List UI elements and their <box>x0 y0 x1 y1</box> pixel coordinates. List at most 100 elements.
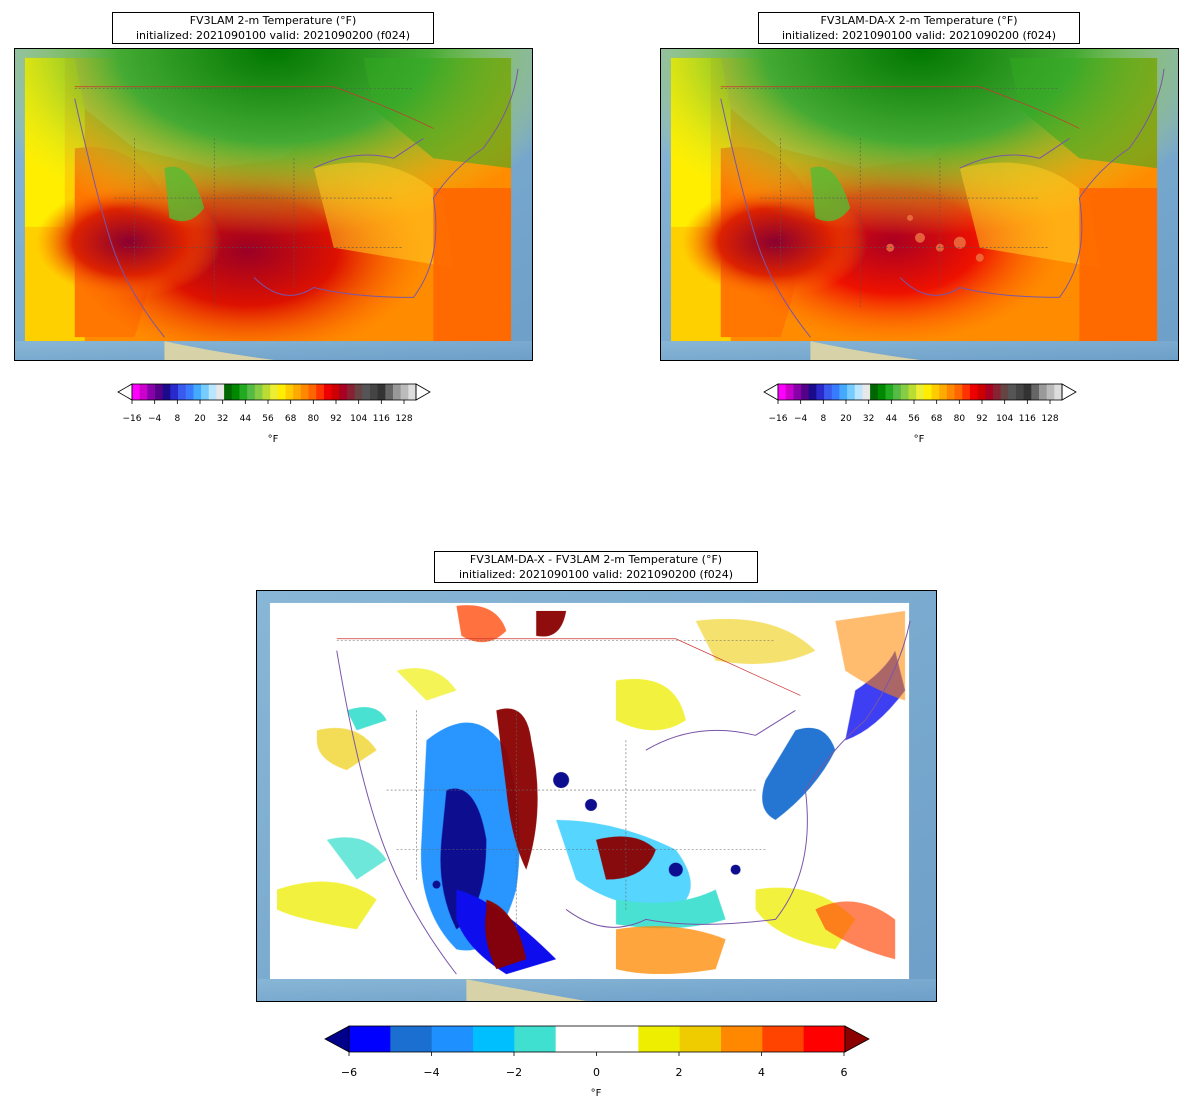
colorbar-tick-label: 20 <box>194 414 206 424</box>
colorbar-segment <box>1000 384 1009 400</box>
colorbar-temperature <box>117 383 431 404</box>
colorbar-under-extend <box>763 383 779 401</box>
panel-title: FV3LAM-DA-X 2-m Temperature (°F) initial… <box>758 12 1080 44</box>
colorbar-tick-label: 2 <box>675 1066 683 1079</box>
colorbar-segment <box>1008 384 1017 400</box>
colorbar-segment <box>854 384 863 400</box>
colorbar-segment <box>308 384 317 400</box>
colorbar-tick-label: 8 <box>820 414 827 424</box>
colorbar-tick-label: −16 <box>768 414 788 424</box>
colorbar-tick-label: −4 <box>148 414 162 424</box>
colorbar-tick-label: 116 <box>372 414 390 424</box>
colorbar-tick-label: 116 <box>1018 414 1036 424</box>
colorbar-segment <box>939 384 948 400</box>
colorbar-segment <box>877 384 886 400</box>
colorbar-tick-label: 128 <box>1041 414 1059 424</box>
colorbar-segment <box>1046 384 1055 400</box>
colorbar-tick-label: −4 <box>794 414 808 424</box>
colorbar-tick-label: 32 <box>216 414 229 424</box>
colorbar-segment <box>638 1026 681 1052</box>
colorbar-difference <box>324 1025 870 1056</box>
colorbar-over-extend <box>844 1025 870 1053</box>
colorbar-tick-label: 68 <box>930 414 943 424</box>
colorbar-segment <box>431 1026 474 1052</box>
colorbar-tick-label: 80 <box>307 414 320 424</box>
colorbar-segment <box>962 384 971 400</box>
colorbar-tick-label: 68 <box>284 414 297 424</box>
colorbar-segment <box>555 1026 598 1052</box>
colorbar-segment <box>331 384 340 400</box>
colorbar-segment <box>954 384 963 400</box>
colorbar-tick-label: −2 <box>505 1066 523 1079</box>
colorbar-tick-label: 128 <box>395 414 413 424</box>
colorbar-tick-label: −6 <box>340 1066 358 1079</box>
colorbar-segment <box>285 384 294 400</box>
colorbar-segment <box>1054 384 1063 400</box>
colorbar-segment <box>390 1026 433 1052</box>
colorbar-segment <box>793 384 802 400</box>
colorbar-segment <box>473 1026 515 1052</box>
colorbar-unit: °F <box>913 434 925 445</box>
colorbar-segment <box>132 384 141 400</box>
colorbar-segment <box>931 384 940 400</box>
map-difference <box>256 590 937 1002</box>
colorbar-segment <box>870 384 879 400</box>
colorbar-tick-label: 104 <box>350 414 368 424</box>
colorbar-segment <box>392 384 402 400</box>
colorbar-segment <box>270 384 279 400</box>
colorbar-segment <box>201 384 210 400</box>
colorbar-segment <box>778 384 787 400</box>
colorbar-segment <box>785 384 794 400</box>
colorbar-tick-label: 20 <box>840 414 852 424</box>
colorbar-tick-label: 104 <box>996 414 1014 424</box>
colorbar-tick-label: 92 <box>330 414 342 424</box>
colorbar-segment <box>839 384 848 400</box>
colorbar-segment <box>1015 384 1025 400</box>
colorbar-segment <box>803 1026 846 1052</box>
colorbar-unit: °F <box>267 434 279 445</box>
colorbar-tick-label: 92 <box>976 414 988 424</box>
colorbar-segment <box>349 1026 391 1052</box>
colorbar-segment <box>862 384 871 400</box>
colorbar-segment <box>316 384 325 400</box>
colorbar-segment <box>293 384 302 400</box>
colorbar-tick-label: 44 <box>239 414 252 424</box>
colorbar-segment <box>1038 384 1048 400</box>
colorbar-tick-label: 8 <box>174 414 181 424</box>
colorbar-segment <box>139 384 148 400</box>
colorbar-segment <box>224 384 233 400</box>
colorbar-segment <box>801 384 810 400</box>
colorbar-segment <box>400 384 409 400</box>
colorbar-segment <box>185 384 194 400</box>
colorbar-segment <box>721 1026 763 1052</box>
colorbar-segment <box>762 1026 805 1052</box>
colorbar-segment <box>147 384 156 400</box>
colorbar-tick-label: 56 <box>262 414 274 424</box>
colorbar-temperature <box>763 383 1077 404</box>
colorbar-segment <box>885 384 894 400</box>
colorbar-segment <box>514 1026 557 1052</box>
colorbar-segment <box>162 384 171 400</box>
colorbar-segment <box>377 384 386 400</box>
colorbar-segment <box>985 384 994 400</box>
map-fv3lam-da-x <box>660 48 1179 361</box>
colorbar-tick-label: 80 <box>953 414 966 424</box>
colorbar-tick-label: 0 <box>593 1066 600 1079</box>
colorbar-tick-label: 56 <box>908 414 920 424</box>
colorbar-segment <box>923 384 933 400</box>
colorbar-segment <box>916 384 925 400</box>
map-fv3lam <box>14 48 533 361</box>
colorbar-unit: °F <box>590 1088 602 1099</box>
colorbar-segment <box>816 384 825 400</box>
colorbar-segment <box>170 384 179 400</box>
colorbar-under-extend <box>117 383 133 401</box>
colorbar-segment <box>808 384 817 400</box>
colorbar-segment <box>597 1026 639 1052</box>
panel-title: FV3LAM-DA-X - FV3LAM 2-m Temperature (°F… <box>434 551 758 583</box>
colorbar-segment <box>1031 384 1040 400</box>
colorbar-segment <box>385 384 394 400</box>
colorbar-segment <box>893 384 902 400</box>
colorbar-segment <box>900 384 909 400</box>
colorbar-segment <box>946 384 956 400</box>
colorbar-segment <box>254 384 263 400</box>
